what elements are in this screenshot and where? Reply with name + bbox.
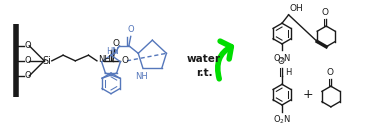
Text: O: O [322, 8, 329, 17]
Text: O: O [112, 39, 119, 48]
Text: O: O [277, 57, 285, 66]
Text: Si: Si [43, 56, 51, 66]
Text: NH: NH [135, 72, 147, 81]
Text: O: O [25, 71, 31, 80]
Text: O: O [25, 56, 31, 65]
Text: O: O [327, 68, 333, 77]
Text: O: O [25, 41, 31, 50]
Text: O$_2$N: O$_2$N [273, 52, 291, 65]
Text: OH: OH [290, 4, 303, 13]
Text: +: + [303, 88, 314, 101]
Text: HN: HN [106, 47, 119, 56]
Text: O: O [127, 25, 134, 34]
Text: O$_2$N: O$_2$N [273, 113, 291, 126]
Text: water
r.t.: water r.t. [187, 55, 221, 78]
Text: O: O [121, 56, 129, 65]
Text: H: H [285, 68, 291, 77]
Text: NH: NH [98, 55, 111, 64]
